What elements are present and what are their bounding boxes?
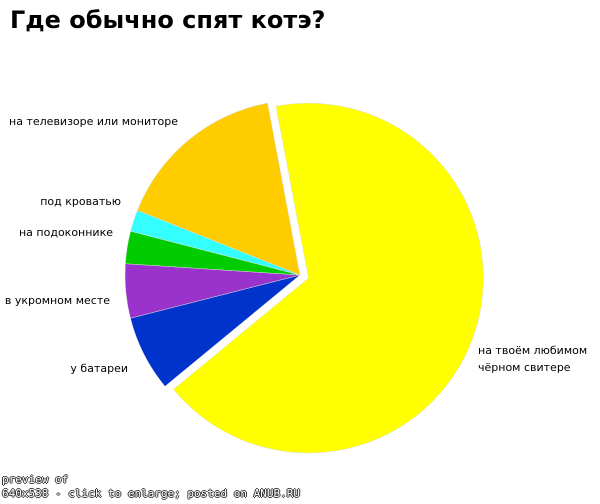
footer-line: 640x538 - click to enlarge; posted on AN…: [2, 487, 301, 500]
slice-label: на телевизоре или мониторе: [9, 115, 178, 128]
footer-line: preview of: [2, 473, 69, 486]
slice-label: под кроватью: [40, 195, 121, 208]
pie-slice: [137, 102, 301, 276]
slice-label: на твоём любимом чёрном свитере: [478, 344, 588, 374]
slice-label: на подоконнике: [18, 226, 113, 239]
slice-label: у батареи: [70, 362, 128, 375]
chart-title: Где обычно спят котэ?: [10, 6, 326, 34]
slice-label: в укромном месте: [4, 294, 110, 307]
pie-slice: [173, 102, 484, 454]
